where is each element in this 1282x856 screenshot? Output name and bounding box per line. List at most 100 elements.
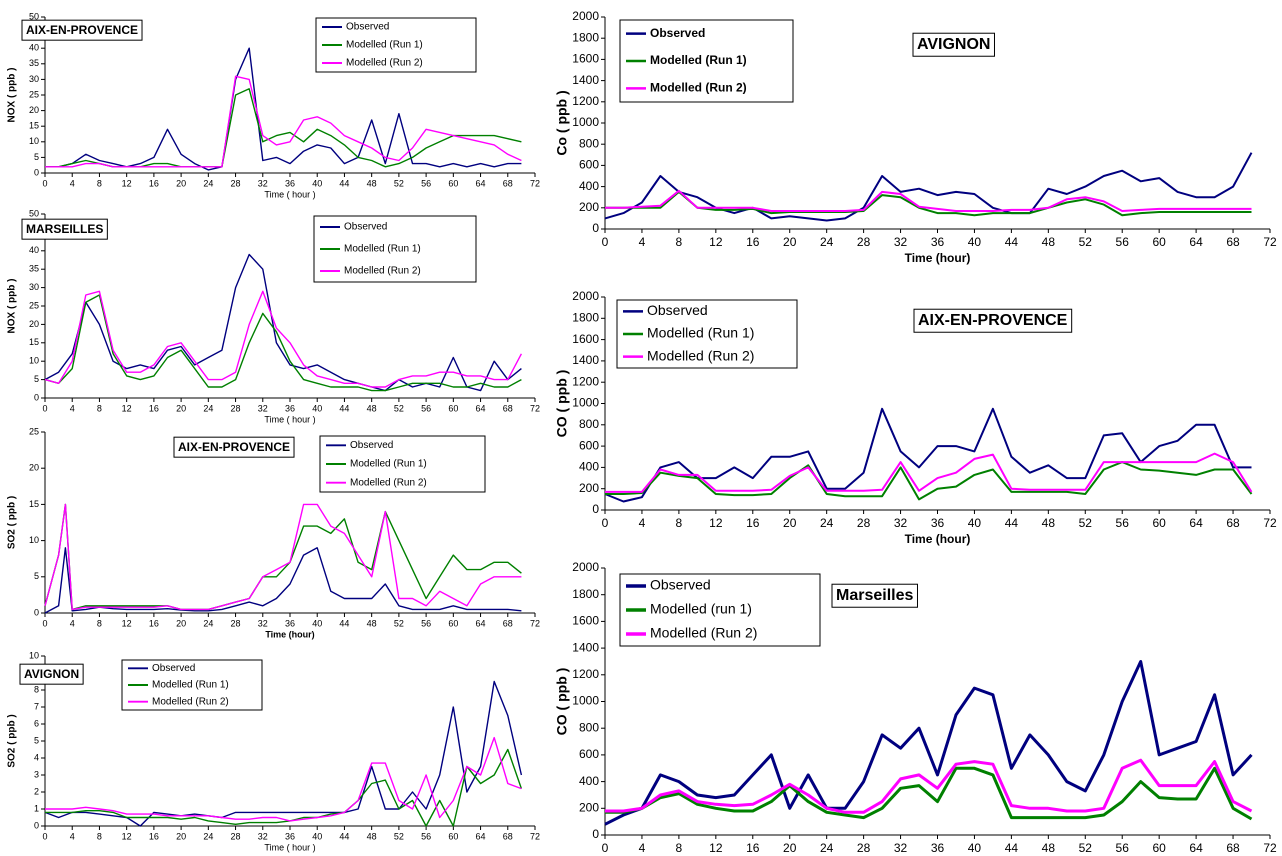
x-tick-label: 56 <box>421 403 431 413</box>
y-tick-label: 1000 <box>572 115 599 129</box>
x-tick-label: 44 <box>1005 235 1019 249</box>
series-line <box>44 290 523 388</box>
y-tick-label: 15 <box>29 499 39 509</box>
y-tick-label: 10 <box>29 356 39 366</box>
y-tick-label: 10 <box>29 650 39 660</box>
x-tick-label: 4 <box>70 178 75 188</box>
x-tick-label: 52 <box>394 831 404 841</box>
x-tick-label: 0 <box>42 831 47 841</box>
legend-label: Observed <box>650 26 705 40</box>
x-tick-label: 64 <box>476 831 486 841</box>
x-tick-label: 68 <box>1226 841 1240 855</box>
x-tick-label: 40 <box>312 618 322 628</box>
x-tick-label: 16 <box>746 235 760 249</box>
y-tick-label: 35 <box>29 264 39 274</box>
x-tick-label: 32 <box>258 178 268 188</box>
x-tick-label: 4 <box>639 516 646 530</box>
legend-box <box>616 299 798 369</box>
x-tick-label: 68 <box>1226 235 1240 249</box>
y-tick-label: 1200 <box>572 94 599 108</box>
x-tick-label: 52 <box>1079 516 1093 530</box>
y-tick-label: 7 <box>34 701 39 711</box>
x-tick-label: 28 <box>231 178 241 188</box>
y-tick-label: 20 <box>29 463 39 473</box>
y-tick-label: 400 <box>579 774 599 788</box>
x-tick-label: 44 <box>1005 516 1019 530</box>
series-line <box>604 660 1253 826</box>
y-tick-label: 50 <box>29 11 39 21</box>
series-line <box>45 748 523 827</box>
series-line <box>605 461 1253 501</box>
x-axis-label: Time ( hour ) <box>264 842 315 852</box>
legend-box <box>313 215 477 283</box>
x-tick-label: 40 <box>312 178 322 188</box>
legend-label: Modelled (Run 2) <box>152 696 229 707</box>
y-tick-label: 8 <box>34 684 39 694</box>
x-tick-label: 0 <box>42 403 47 413</box>
y-tick-label: 2000 <box>572 560 599 574</box>
x-tick-label: 40 <box>968 516 982 530</box>
x-tick-label: 20 <box>783 235 797 249</box>
x-tick-label: 28 <box>231 403 241 413</box>
x-tick-label: 56 <box>421 178 431 188</box>
x-tick-label: 44 <box>339 178 349 188</box>
x-tick-label: 20 <box>176 178 186 188</box>
x-tick-label: 64 <box>476 618 486 628</box>
y-tick-label: 15 <box>29 337 39 347</box>
y-tick-label: 30 <box>29 282 39 292</box>
y-tick-label: 25 <box>29 300 39 310</box>
legend-label: Modelled (Run 1) <box>650 53 747 67</box>
x-tick-label: 64 <box>1189 841 1203 855</box>
y-tick-label: 10 <box>29 535 39 545</box>
x-tick-label: 40 <box>312 403 322 413</box>
y-tick-label: 5 <box>34 374 39 384</box>
series-line <box>605 758 1253 814</box>
chart-title: AVIGNON <box>24 667 79 681</box>
y-tick-label: 800 <box>579 417 599 431</box>
x-tick-label: 16 <box>746 516 760 530</box>
chart-title: AIX-EN-PROVENCE <box>26 23 138 37</box>
x-tick-label: 52 <box>394 178 404 188</box>
x-tick-label: 0 <box>42 178 47 188</box>
x-tick-label: 20 <box>176 403 186 413</box>
y-tick-label: 1000 <box>572 694 599 708</box>
y-tick-label: 5 <box>34 735 39 745</box>
x-tick-label: 20 <box>176 618 186 628</box>
x-tick-label: 64 <box>476 403 486 413</box>
y-tick-label: 1800 <box>572 30 599 44</box>
series-line <box>44 294 522 392</box>
x-tick-label: 48 <box>1042 235 1056 249</box>
y-tick-label: 200 <box>579 800 599 814</box>
y-axis-label: NOX ( ppb ) <box>7 279 18 334</box>
series-line <box>605 452 1253 493</box>
x-tick-label: 24 <box>203 403 213 413</box>
x-tick-label: 44 <box>339 403 349 413</box>
x-tick-label: 52 <box>394 618 404 628</box>
x-tick-label: 72 <box>1263 841 1277 855</box>
y-tick-label: 1600 <box>572 614 599 628</box>
legend-box <box>619 19 794 103</box>
legend-label: Modelled (Run 2) <box>650 81 747 95</box>
legend-label: Observed <box>350 440 393 451</box>
y-tick-label: 1600 <box>572 52 599 66</box>
x-tick-label: 16 <box>149 618 159 628</box>
x-tick-label: 60 <box>1152 841 1166 855</box>
y-tick-label: 800 <box>579 720 599 734</box>
y-tick-label: 1000 <box>572 396 599 410</box>
x-tick-label: 48 <box>1042 841 1056 855</box>
x-tick-label: 64 <box>1189 235 1203 249</box>
series-line <box>44 503 522 611</box>
y-tick-label: 800 <box>579 136 599 150</box>
x-tick-label: 72 <box>1263 235 1277 249</box>
chart-title: AIX-EN-PROVENCE <box>918 312 1068 329</box>
y-tick-label: 1 <box>34 803 39 813</box>
x-tick-label: 72 <box>1263 516 1277 530</box>
x-axis-label: Time (hour) <box>905 251 971 265</box>
x-tick-label: 24 <box>203 618 213 628</box>
x-tick-label: 24 <box>820 235 834 249</box>
x-tick-label: 48 <box>367 618 377 628</box>
y-tick-label: 1200 <box>572 374 599 388</box>
y-tick-label: 4 <box>34 752 39 762</box>
y-tick-label: 1800 <box>572 310 599 324</box>
